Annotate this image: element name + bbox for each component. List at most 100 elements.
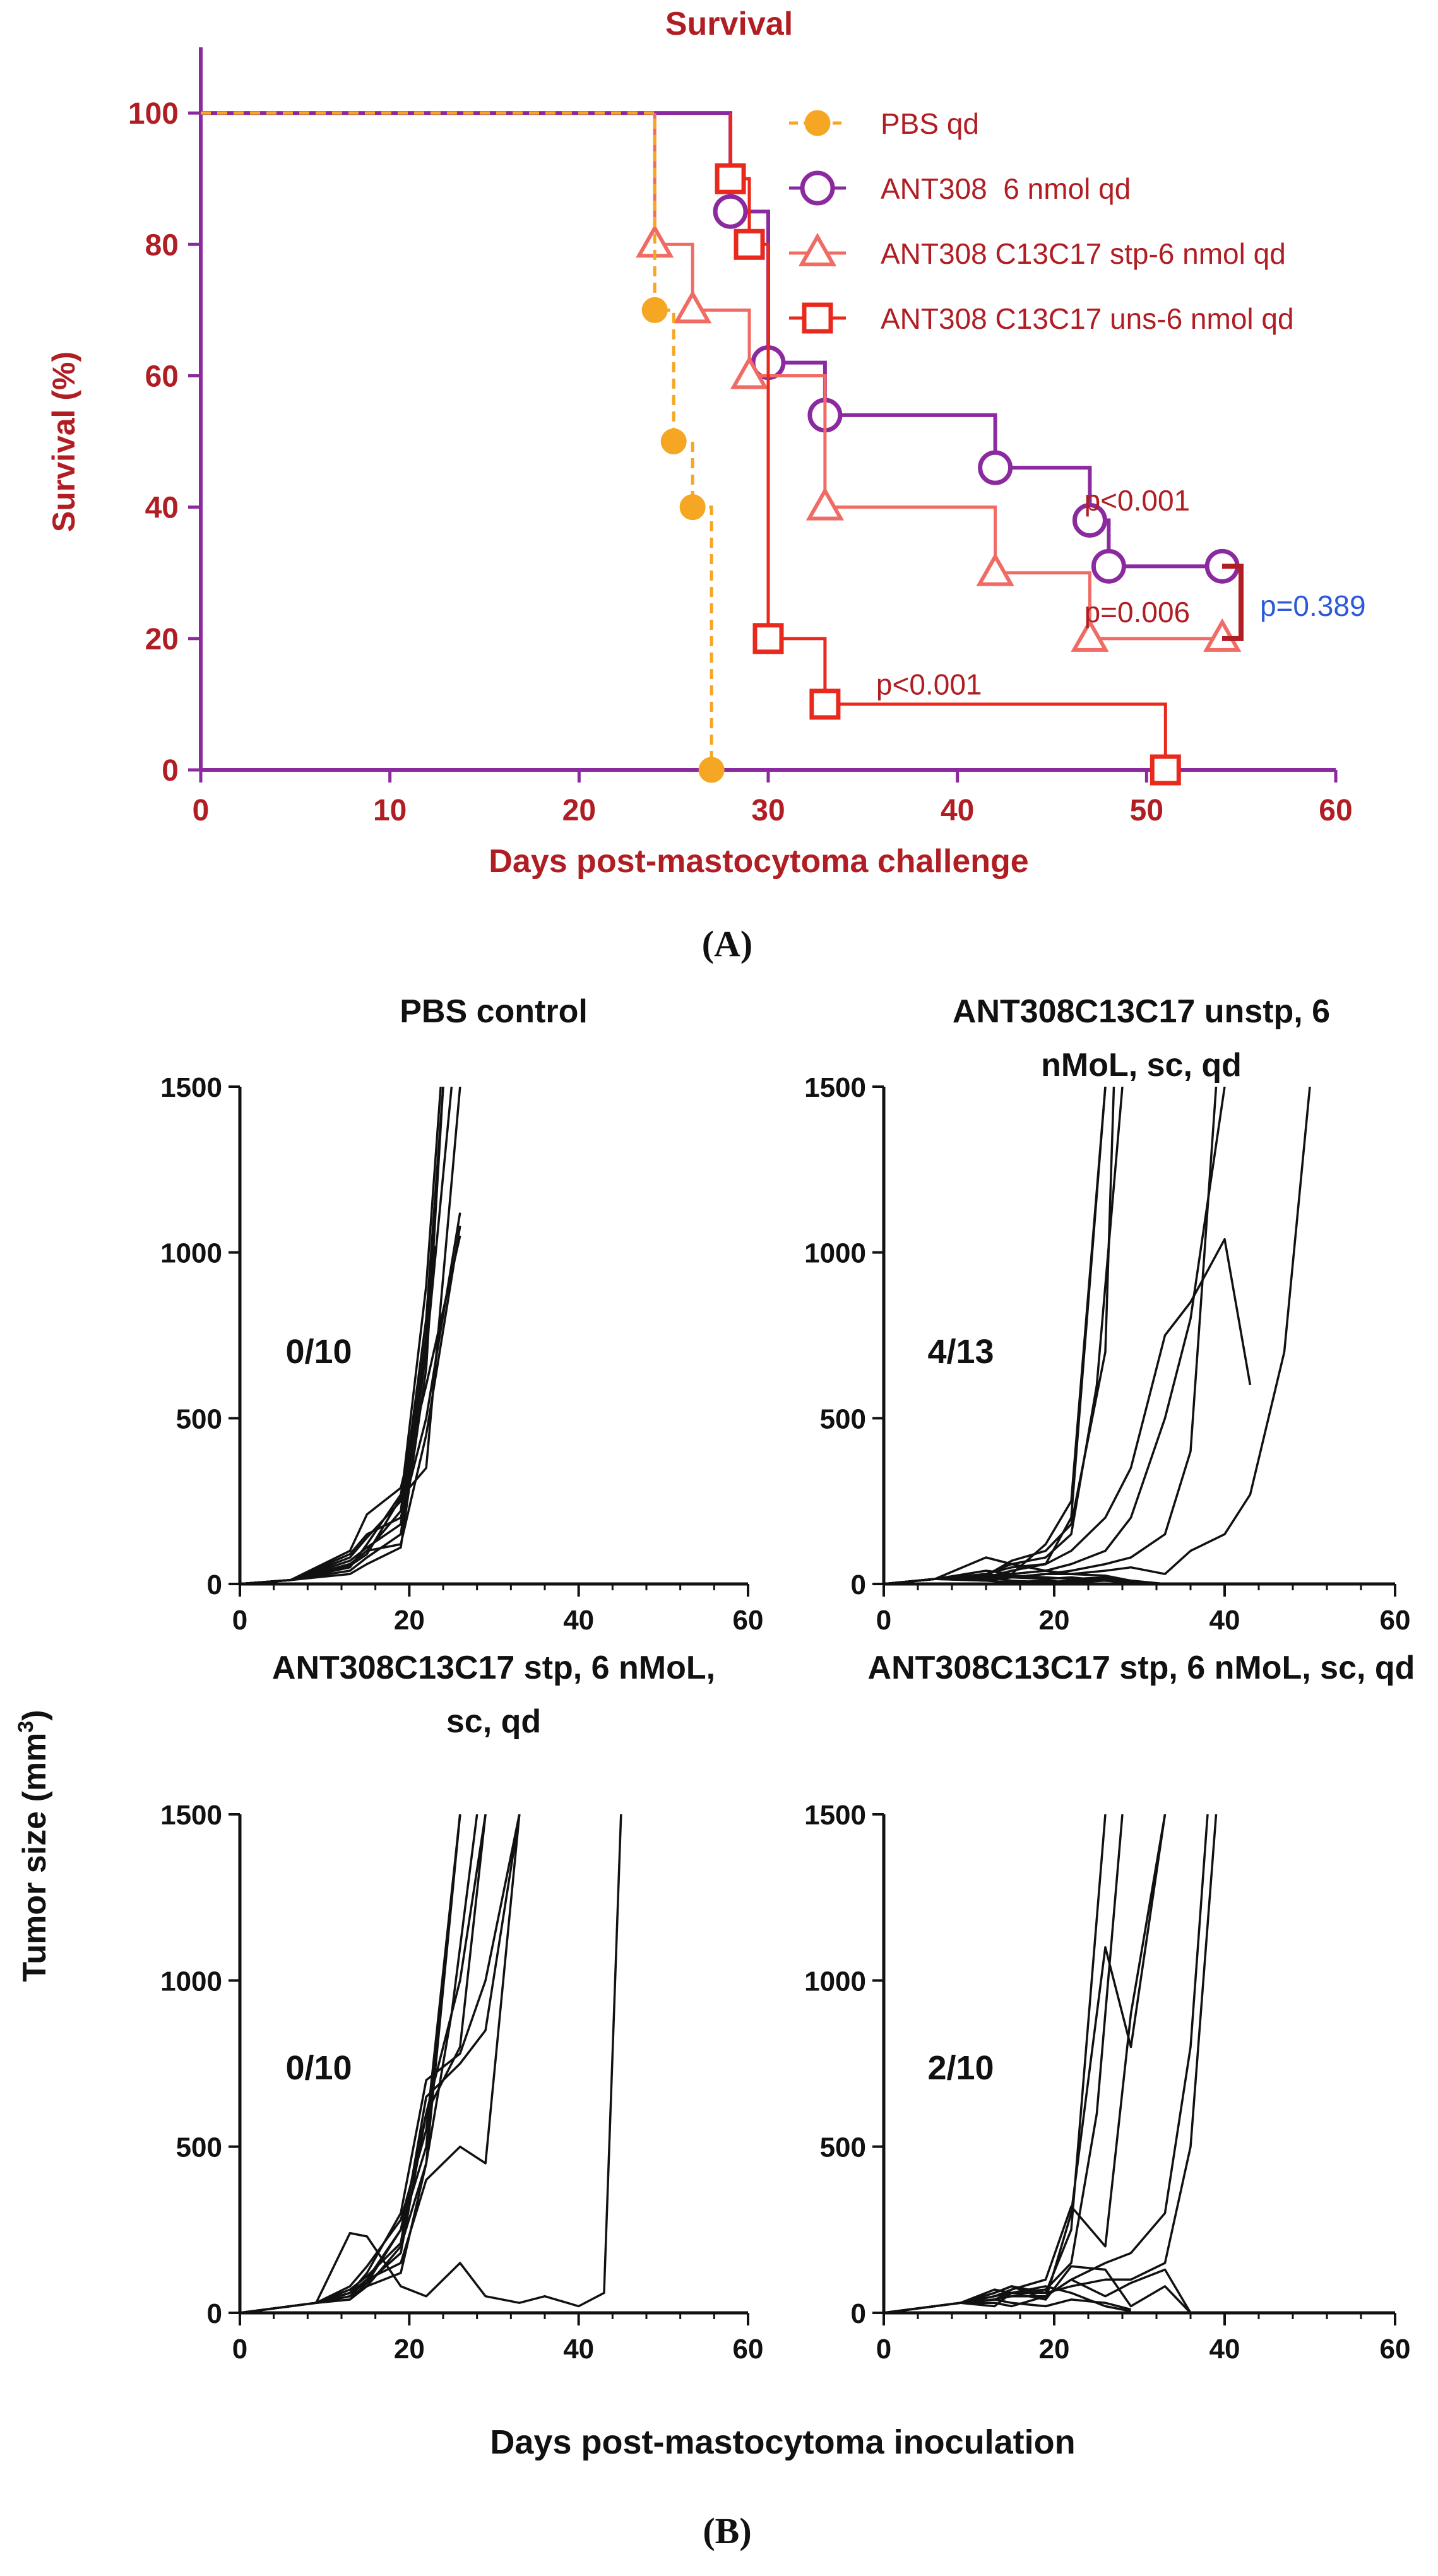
tumor-y-label-close: ) bbox=[16, 1710, 53, 1720]
tumor-x-tick-label: 20 bbox=[1039, 2334, 1070, 2365]
survival-x-tick-label: 30 bbox=[751, 794, 785, 827]
survival-marker bbox=[976, 552, 1014, 586]
tumor-x-tick-label: 40 bbox=[563, 2334, 594, 2365]
survival-marker bbox=[673, 290, 712, 324]
survival-x-tick-label: 0 bbox=[193, 794, 210, 827]
survival-x-tick-label: 50 bbox=[1130, 794, 1163, 827]
tumor-x-tick-label: 0 bbox=[876, 1605, 891, 1636]
legend-marker-0 bbox=[804, 110, 831, 136]
tumor-y-tick-label: 500 bbox=[176, 2132, 222, 2163]
tumor-x-tick-label: 20 bbox=[1039, 1605, 1070, 1636]
legend-label-2: ANT308 C13C17 stp-6 nmol qd bbox=[881, 237, 1286, 270]
p-value-annotation-3: p=0.389 bbox=[1260, 589, 1366, 622]
tumor-y-tick-label: 1500 bbox=[804, 1800, 866, 1831]
tumor-y-tick-label: 0 bbox=[207, 2298, 222, 2329]
tumor-lines-4 bbox=[883, 1814, 1218, 2314]
survival-marker bbox=[660, 428, 687, 455]
survival-x-tick-label: 40 bbox=[941, 794, 974, 827]
tumor-lines-2 bbox=[883, 1087, 1311, 1585]
tumor-growth-line bbox=[239, 1246, 436, 1585]
tumor-y-axis-label: Tumor size (mm3) bbox=[14, 1710, 53, 1982]
survival-y-tick-label: 60 bbox=[145, 360, 179, 393]
survival-step-line-2 bbox=[653, 113, 1223, 641]
tumor-x-tick-label: 60 bbox=[1380, 1605, 1411, 1636]
tumor-panel-3: ANT308C13C17 stp, 6 nMoL, sc, qd 0 500 1000 1… bbox=[160, 1650, 763, 2365]
tumor-free-ratio-2: 4/13 bbox=[927, 1333, 994, 1371]
tumor-lines-1 bbox=[239, 1087, 461, 1585]
survival-step-line-0 bbox=[201, 111, 713, 770]
survival-series-2 bbox=[636, 113, 1242, 652]
survival-marker bbox=[1091, 548, 1126, 584]
survival-series-3 bbox=[715, 113, 1181, 786]
tumor-x-tick-label: 0 bbox=[232, 2334, 247, 2365]
survival-y-axis-label: Survival (%) bbox=[46, 352, 81, 532]
tumor-growth-line bbox=[883, 1814, 1107, 2314]
survival-y-tick-label: 40 bbox=[145, 492, 179, 525]
tumor-y-tick-label: 1500 bbox=[804, 1072, 866, 1103]
tumor-growth-line bbox=[883, 1814, 1218, 2314]
survival-marker bbox=[715, 163, 746, 194]
tumor-x-axis-label: Days post-mastocytoma inoculation bbox=[490, 2423, 1075, 2461]
comparison-bracket bbox=[1221, 564, 1244, 641]
survival-x-tick-label: 60 bbox=[1319, 794, 1352, 827]
tumor-growth-line bbox=[883, 2265, 1192, 2314]
survival-marker bbox=[698, 757, 725, 783]
tumor-y-label-superscript: 3 bbox=[14, 1721, 38, 1733]
survival-marker bbox=[809, 688, 841, 720]
tumor-panel-4: ANT308C13C17 stp, 6 nMoL, sc, qd 0 500 1000… bbox=[804, 1650, 1415, 2365]
tumor-panel-title-3: ANT308C13C17 stp, 6 nMoL, sc, qd bbox=[272, 1650, 715, 1740]
tumor-y-label-text: Tumor size (mm bbox=[16, 1733, 53, 1982]
survival-marker bbox=[641, 297, 668, 323]
legend-marker-2 bbox=[798, 232, 837, 266]
tumor-growth-line bbox=[883, 2298, 1131, 2314]
tumor-growth-line bbox=[239, 1814, 622, 2314]
survival-y-tick-label: 20 bbox=[145, 623, 179, 656]
tumor-y-tick-label: 0 bbox=[207, 1569, 222, 1600]
tumor-growth-line bbox=[883, 1556, 1131, 1585]
legend-label-1: ANT308 6 nmol qd bbox=[881, 172, 1131, 205]
tumor-growth-line bbox=[239, 1814, 478, 2314]
tumor-x-tick-label: 60 bbox=[733, 1605, 764, 1636]
survival-y-tick-label: 0 bbox=[162, 754, 179, 788]
legend-label-0: PBS qd bbox=[881, 107, 979, 140]
tumor-growth-line bbox=[883, 1087, 1107, 1585]
tumor-y-tick-label: 500 bbox=[176, 1403, 222, 1434]
tumor-free-ratio-4: 2/10 bbox=[927, 2049, 994, 2087]
legend-label-3: ANT308 C13C17 uns-6 nmol qd bbox=[881, 302, 1294, 335]
tumor-x-tick-label: 0 bbox=[876, 2334, 891, 2365]
p-value-annotation-0: p<0.001 bbox=[1084, 484, 1191, 517]
survival-marker bbox=[1071, 618, 1109, 652]
p-value-annotation-1: p=0.006 bbox=[1084, 596, 1191, 629]
tumor-free-ratio-1: 0/10 bbox=[285, 1333, 352, 1371]
tumor-growth-line bbox=[883, 2268, 1192, 2314]
survival-x-tick-label: 20 bbox=[562, 794, 596, 827]
tumor-y-tick-label: 1500 bbox=[160, 1072, 222, 1103]
survival-y-tick-label: 100 bbox=[128, 97, 179, 131]
tumor-x-tick-label: 60 bbox=[733, 2334, 764, 2365]
tumor-panel-title-line: ANT308C13C17 unstp, 6 bbox=[953, 993, 1330, 1030]
tumor-y-tick-label: 0 bbox=[851, 2298, 866, 2329]
tumor-x-tick-label: 40 bbox=[563, 1605, 594, 1636]
tumor-y-tick-label: 500 bbox=[820, 1403, 866, 1434]
survival-marker bbox=[679, 494, 706, 521]
tumor-growth-line bbox=[239, 1087, 442, 1585]
survival-series-0 bbox=[201, 111, 725, 783]
tumor-x-tick-label: 40 bbox=[1209, 1605, 1240, 1636]
survival-y-tick-label: 80 bbox=[145, 228, 179, 262]
tumor-growth-line bbox=[883, 1814, 1167, 2314]
tumor-panel-2: ANT308C13C17 unstp, 6 nMoL, sc, qd 0 500 100… bbox=[804, 993, 1410, 1636]
survival-title: Survival bbox=[665, 6, 793, 42]
panel-a-label: (A) bbox=[702, 923, 753, 964]
panel-b-label: (B) bbox=[703, 2510, 751, 2551]
survival-series-group bbox=[201, 111, 1242, 786]
survival-x-tick-label: 10 bbox=[373, 794, 407, 827]
survival-marker bbox=[713, 194, 748, 229]
survival-marker bbox=[734, 228, 765, 260]
tumor-panel-title-4: ANT308C13C17 stp, 6 nMoL, sc, qd bbox=[868, 1650, 1415, 1686]
tumor-growth-line bbox=[239, 1087, 461, 1585]
tumor-panel-title-2: ANT308C13C17 unstp, 6 nMoL, sc, qd bbox=[953, 993, 1330, 1084]
tumor-y-tick-label: 500 bbox=[820, 2132, 866, 2163]
tumor-growth-line bbox=[883, 1578, 1165, 1585]
